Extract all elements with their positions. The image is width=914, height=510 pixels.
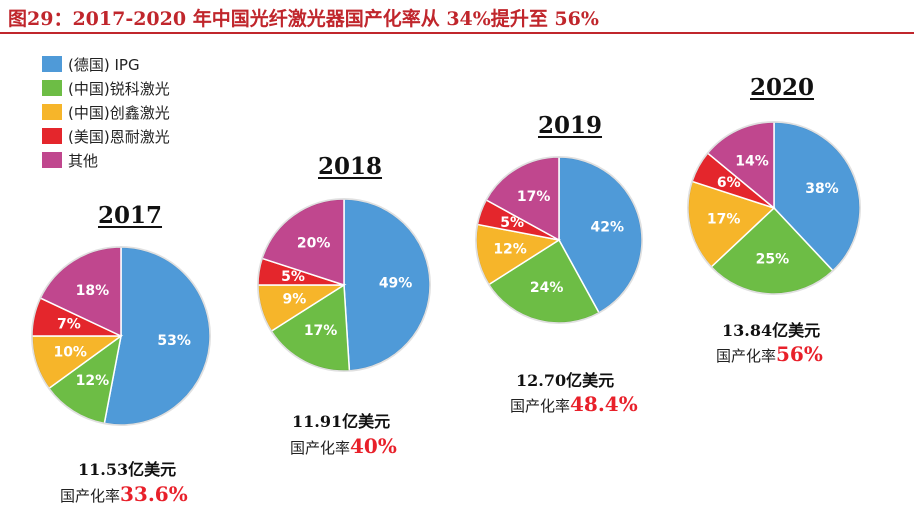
- pie-slice-label-2020-others: 14%: [735, 153, 769, 169]
- legend: (德国) IPG (中国)锐科激光 (中国)创鑫激光 (美国)恩耐激光 其他: [42, 52, 170, 172]
- localization-rate: 48.4%: [570, 392, 638, 416]
- pie-slice-label-2018-raycus: 17%: [304, 323, 338, 339]
- pie-slice-2020-raycus: [710, 206, 834, 295]
- year-label-2020: 2020: [750, 74, 815, 101]
- pie-slice-label-2018-others: 20%: [297, 235, 331, 251]
- market-size-2018: 11.91亿美元: [292, 412, 391, 431]
- pie-rim-2019: [475, 156, 643, 324]
- legend-label: (中国)锐科激光: [68, 79, 170, 98]
- localization-2017: 国产化率33.6%: [60, 482, 188, 506]
- pie-slice-label-2020-maxphotonics: 17%: [707, 211, 741, 227]
- pie-slice-label-2017-nlight: 7%: [57, 316, 81, 332]
- pie-slice-label-2017-raycus: 12%: [76, 373, 110, 389]
- pie-slice-2018-ipg: [343, 198, 431, 372]
- pie-slice-2018-others: [261, 198, 345, 287]
- pie-slice-label-2020-ipg: 38%: [805, 181, 839, 197]
- pie-slice-label-2017-ipg: 53%: [157, 333, 191, 349]
- pie-slice-2017-others: [39, 246, 122, 338]
- pie-slice-label-2020-nlight: 6%: [717, 175, 741, 191]
- legend-item-maxphotonics: (中国)创鑫激光: [42, 100, 170, 124]
- legend-item-nlight: (美国)恩耐激光: [42, 124, 170, 148]
- legend-item-others: 其他: [42, 148, 170, 172]
- localization-2018: 国产化率40%: [290, 434, 397, 458]
- pie-slice-label-2019-nlight: 5%: [500, 215, 524, 231]
- market-size-2019: 12.70亿美元: [516, 371, 615, 390]
- legend-swatch: [42, 104, 62, 120]
- market-size-2020: 13.84亿美元: [722, 321, 821, 340]
- pie-slice-label-2019-ipg: 42%: [590, 220, 624, 236]
- pie-slice-label-2017-maxphotonics: 10%: [53, 345, 87, 361]
- pie-slice-2018-raycus: [270, 283, 351, 372]
- pie-slice-2017-ipg: [103, 246, 211, 426]
- localization-label: 国产化率: [60, 487, 121, 505]
- pie-chart-2019: 42% 24% 12% 5% 17%: [475, 156, 643, 324]
- pie-slice-2019-raycus: [487, 238, 601, 324]
- pie-slice-2020-maxphotonics: [687, 180, 776, 268]
- pie-rim-2017: [31, 246, 211, 426]
- pie-slice-2020-others: [706, 121, 775, 210]
- pie-chart-2020: 38% 25% 17% 6% 14%: [687, 121, 861, 295]
- pie-slice-label-2018-nlight: 5%: [281, 269, 305, 285]
- pie-chart-2018: 49% 17% 9% 5% 20%: [257, 198, 431, 372]
- localization-rate: 40%: [350, 434, 397, 458]
- localization-rate: 56%: [776, 342, 823, 366]
- market-size-2017: 11.53亿美元: [78, 460, 177, 479]
- legend-swatch: [42, 152, 62, 168]
- localization-2020: 国产化率56%: [716, 342, 823, 366]
- year-label-2018: 2018: [318, 153, 383, 180]
- pie-rim-2020: [687, 121, 861, 295]
- localization-2019: 国产化率48.4%: [510, 392, 638, 416]
- legend-item-raycus: (中国)锐科激光: [42, 76, 170, 100]
- pie-slice-label-2019-maxphotonics: 12%: [493, 241, 527, 257]
- pie-rim-2018: [257, 198, 431, 372]
- legend-label: (美国)恩耐激光: [68, 127, 170, 146]
- pie-chart-2017: 53% 12% 10% 7% 18%: [31, 246, 211, 426]
- localization-label: 国产化率: [716, 347, 777, 365]
- pie-slice-2019-maxphotonics: [475, 223, 562, 286]
- pie-slice-label-2020-raycus: 25%: [756, 252, 790, 268]
- pie-slice-2020-ipg: [773, 121, 861, 272]
- pie-slice-2017-raycus: [47, 334, 123, 425]
- pie-slice-2019-ipg: [558, 156, 643, 314]
- legend-label: (中国)创鑫激光: [68, 103, 170, 122]
- legend-item-ipg: (德国) IPG: [42, 52, 170, 76]
- localization-rate: 33.6%: [120, 482, 188, 506]
- pie-slice-label-2018-ipg: 49%: [379, 275, 413, 291]
- year-label-2019: 2019: [538, 112, 603, 139]
- localization-label: 国产化率: [290, 439, 351, 457]
- pie-slice-label-2017-others: 18%: [76, 283, 110, 299]
- localization-label: 国产化率: [510, 397, 571, 415]
- legend-swatch: [42, 128, 62, 144]
- title-divider: [0, 32, 914, 34]
- pie-slice-label-2019-others: 17%: [517, 189, 551, 205]
- pie-slice-label-2018-maxphotonics: 9%: [283, 291, 307, 307]
- pie-slice-label-2019-raycus: 24%: [530, 280, 564, 296]
- chart-title: 图29：2017-2020 年中国光纤激光器国产化率从 34%提升至 56%: [8, 8, 599, 30]
- legend-swatch: [42, 80, 62, 96]
- year-label-2017: 2017: [98, 202, 163, 229]
- legend-swatch: [42, 56, 62, 72]
- pie-slice-2019-others: [485, 156, 560, 242]
- legend-label: (德国) IPG: [68, 55, 140, 74]
- legend-label: 其他: [68, 151, 99, 170]
